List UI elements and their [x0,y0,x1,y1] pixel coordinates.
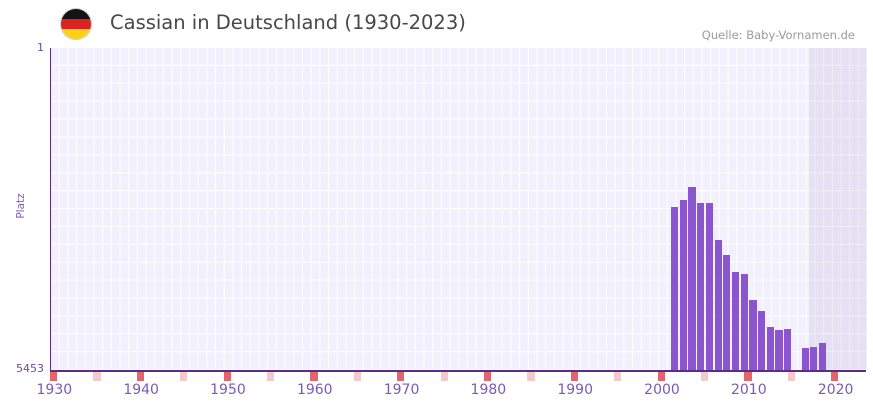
x-axis-tick-marks [50,371,866,381]
y-axis-top-tick-label: 1 [37,41,44,54]
x-minor-tick-2015 [787,371,796,381]
x-minor-tick-1995 [614,371,622,381]
x-axis-label-1990: 1990 [557,382,594,398]
x-tick-1980 [484,371,492,381]
x-axis-label-1940: 1940 [123,382,159,398]
x-tick-1990 [570,371,579,381]
x-minor-tick-1985 [527,371,535,381]
x-tick-2010 [744,371,752,381]
bar-2017 [775,330,783,370]
bar-2010 [714,240,722,370]
x-axis-label-1930: 1930 [36,382,73,398]
bar-series [51,48,866,370]
x-minor-tick-1975 [440,371,448,381]
y-axis-title: Platz [15,193,27,219]
x-axis-label-2000: 2000 [644,382,680,398]
german-flag-roundel-icon [60,8,92,40]
x-axis-label-1960: 1960 [296,382,333,398]
x-tick-1960 [310,371,318,381]
flag-band-black [61,9,91,19]
x-minor-tick-1935 [93,371,101,381]
x-tick-2020 [831,371,839,381]
x-tick-1930 [50,371,58,381]
bar-2012 [731,272,740,370]
bar-2013 [740,274,748,370]
x-minor-tick-1945 [180,371,188,381]
bar-2014 [749,300,757,370]
x-tick-1950 [223,371,231,381]
flag-band-red [61,19,91,29]
x-axis-label-2010: 2010 [730,382,767,398]
bar-2016 [766,327,774,370]
page-title: Cassian in Deutschland (1930-2023) [110,11,466,34]
bar-2005 [671,207,679,370]
bar-2007 [688,187,696,370]
x-minor-tick-1955 [267,371,275,381]
bar-2015 [758,311,766,370]
x-axis-line [50,369,866,372]
bar-2006 [679,200,687,370]
x-axis-label-1950: 1950 [210,382,246,398]
bar-2022 [818,343,827,370]
x-tick-1970 [397,371,405,381]
bar-2011 [723,255,731,370]
x-axis-labels: 1930 1940 1950 1960 1970 1980 1990 2000 2010 2020 [37,382,866,404]
chart-header: Cassian in Deutschland (1930-2023) Quell… [0,0,873,48]
x-tick-2000 [657,371,665,381]
x-axis-label-1980: 1980 [470,382,507,398]
bar-2009 [705,203,714,370]
x-axis-label-2020: 2020 [817,382,854,398]
x-tick-1940 [136,371,144,381]
x-axis-label-1970: 1970 [383,382,420,398]
x-minor-tick-2005 [701,371,709,381]
x-minor-tick-1965 [353,371,361,381]
y-axis-bottom-tick-label: 5453 [16,362,44,375]
bar-2018 [784,329,792,370]
plot-area [50,48,867,370]
source-attribution: Quelle: Baby-Vornamen.de [701,28,855,42]
bar-2008 [697,203,705,370]
bar-2020 [801,348,809,370]
flag-band-gold [61,29,91,39]
bar-2021 [810,347,818,370]
